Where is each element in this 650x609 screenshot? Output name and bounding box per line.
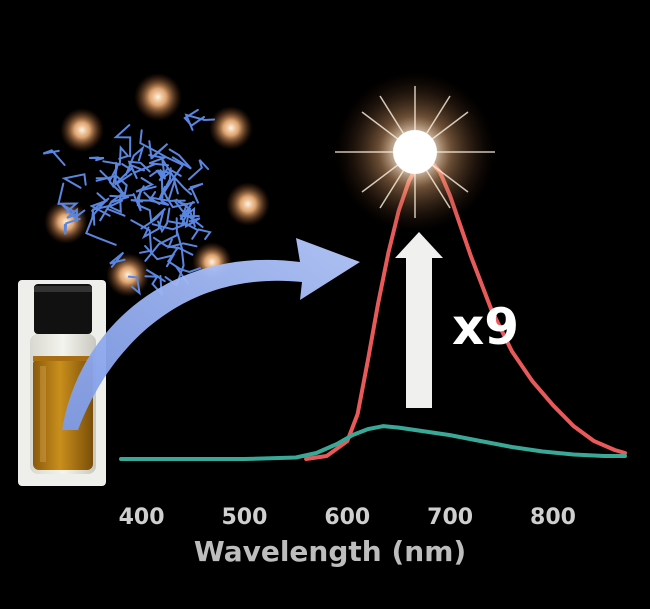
cluster-glow — [226, 182, 270, 226]
emission-glow — [335, 72, 495, 232]
cluster-glow — [209, 106, 253, 150]
ligand-strand — [157, 207, 171, 234]
cluster-glow — [60, 108, 104, 152]
ligand-strand — [61, 173, 87, 189]
ligand-strand — [155, 169, 169, 199]
ligand-strand — [159, 155, 185, 200]
cluster-glow — [106, 253, 150, 297]
vial-image — [18, 280, 106, 486]
ligand-strand — [136, 189, 153, 224]
x-tick-label: 500 — [221, 505, 267, 530]
ligand-strand — [109, 194, 134, 214]
ligand-strand — [140, 207, 167, 230]
x-tick-label: 600 — [324, 505, 370, 530]
ligand-strand — [148, 154, 170, 167]
ligand-strand — [127, 275, 141, 296]
ligand-strand — [124, 145, 145, 176]
ligand-strand — [168, 176, 193, 200]
ligand-strand — [66, 207, 78, 222]
ligand-strand — [114, 161, 133, 187]
ligand-strand — [135, 177, 157, 193]
x-axis-label: Wavelength (nm) — [194, 535, 466, 568]
ligand-strand — [188, 182, 204, 204]
enhancement-arrow — [395, 232, 443, 408]
ligand-strand — [141, 210, 165, 240]
ligand-strand — [42, 149, 66, 166]
ligand-strand — [161, 158, 179, 195]
x-tick-label: 400 — [119, 505, 165, 530]
ligand-strand — [92, 197, 110, 226]
ligand-strand — [118, 145, 130, 166]
ligand-strand — [166, 238, 198, 249]
ligand-strand — [158, 167, 172, 199]
ligand-strand — [109, 251, 126, 268]
ligand-strand — [151, 220, 189, 231]
cluster-glow — [134, 73, 182, 121]
ligand-strand — [149, 169, 166, 178]
ligand-strand — [113, 124, 132, 158]
ligand-strand — [148, 140, 169, 160]
ligand-strand — [183, 108, 205, 127]
ligand-strand — [144, 268, 166, 283]
ligand-strand — [181, 206, 200, 219]
ligand-strand — [108, 173, 133, 198]
ligand-strand — [85, 215, 117, 246]
ligand-strand — [188, 159, 210, 181]
ligand-strand — [139, 129, 167, 159]
series-line-2 — [119, 424, 627, 461]
ligand-strand — [89, 156, 105, 162]
ligand-strand — [144, 245, 176, 268]
ligand-strand — [63, 217, 81, 235]
ligand-strand — [95, 174, 128, 198]
enhancement-label: x9 — [452, 298, 519, 356]
ligand-strand — [151, 275, 163, 297]
ligand-strand — [99, 160, 121, 182]
ligand-strand — [175, 198, 199, 231]
ligand-strand — [130, 191, 156, 203]
ligand-strand — [168, 148, 192, 170]
ligand-strand — [57, 182, 80, 214]
x-tick-label: 800 — [530, 505, 576, 530]
ligand-strand — [166, 246, 194, 271]
ligand-strand — [91, 199, 124, 220]
ligand-strand — [184, 208, 197, 229]
ligand-strand — [89, 192, 111, 217]
ligand-strand — [127, 160, 151, 180]
ligand-strand — [191, 228, 212, 240]
ligand-shell — [42, 108, 216, 297]
ligand-strand — [174, 266, 201, 285]
ligand-strand — [152, 230, 184, 251]
transfer-arrow — [62, 238, 360, 430]
x-tick-label: 700 — [427, 505, 473, 530]
ligand-strand — [164, 246, 185, 287]
x-axis: 400 500 600 700 800 — [119, 505, 576, 530]
ligand-strand — [130, 219, 153, 254]
